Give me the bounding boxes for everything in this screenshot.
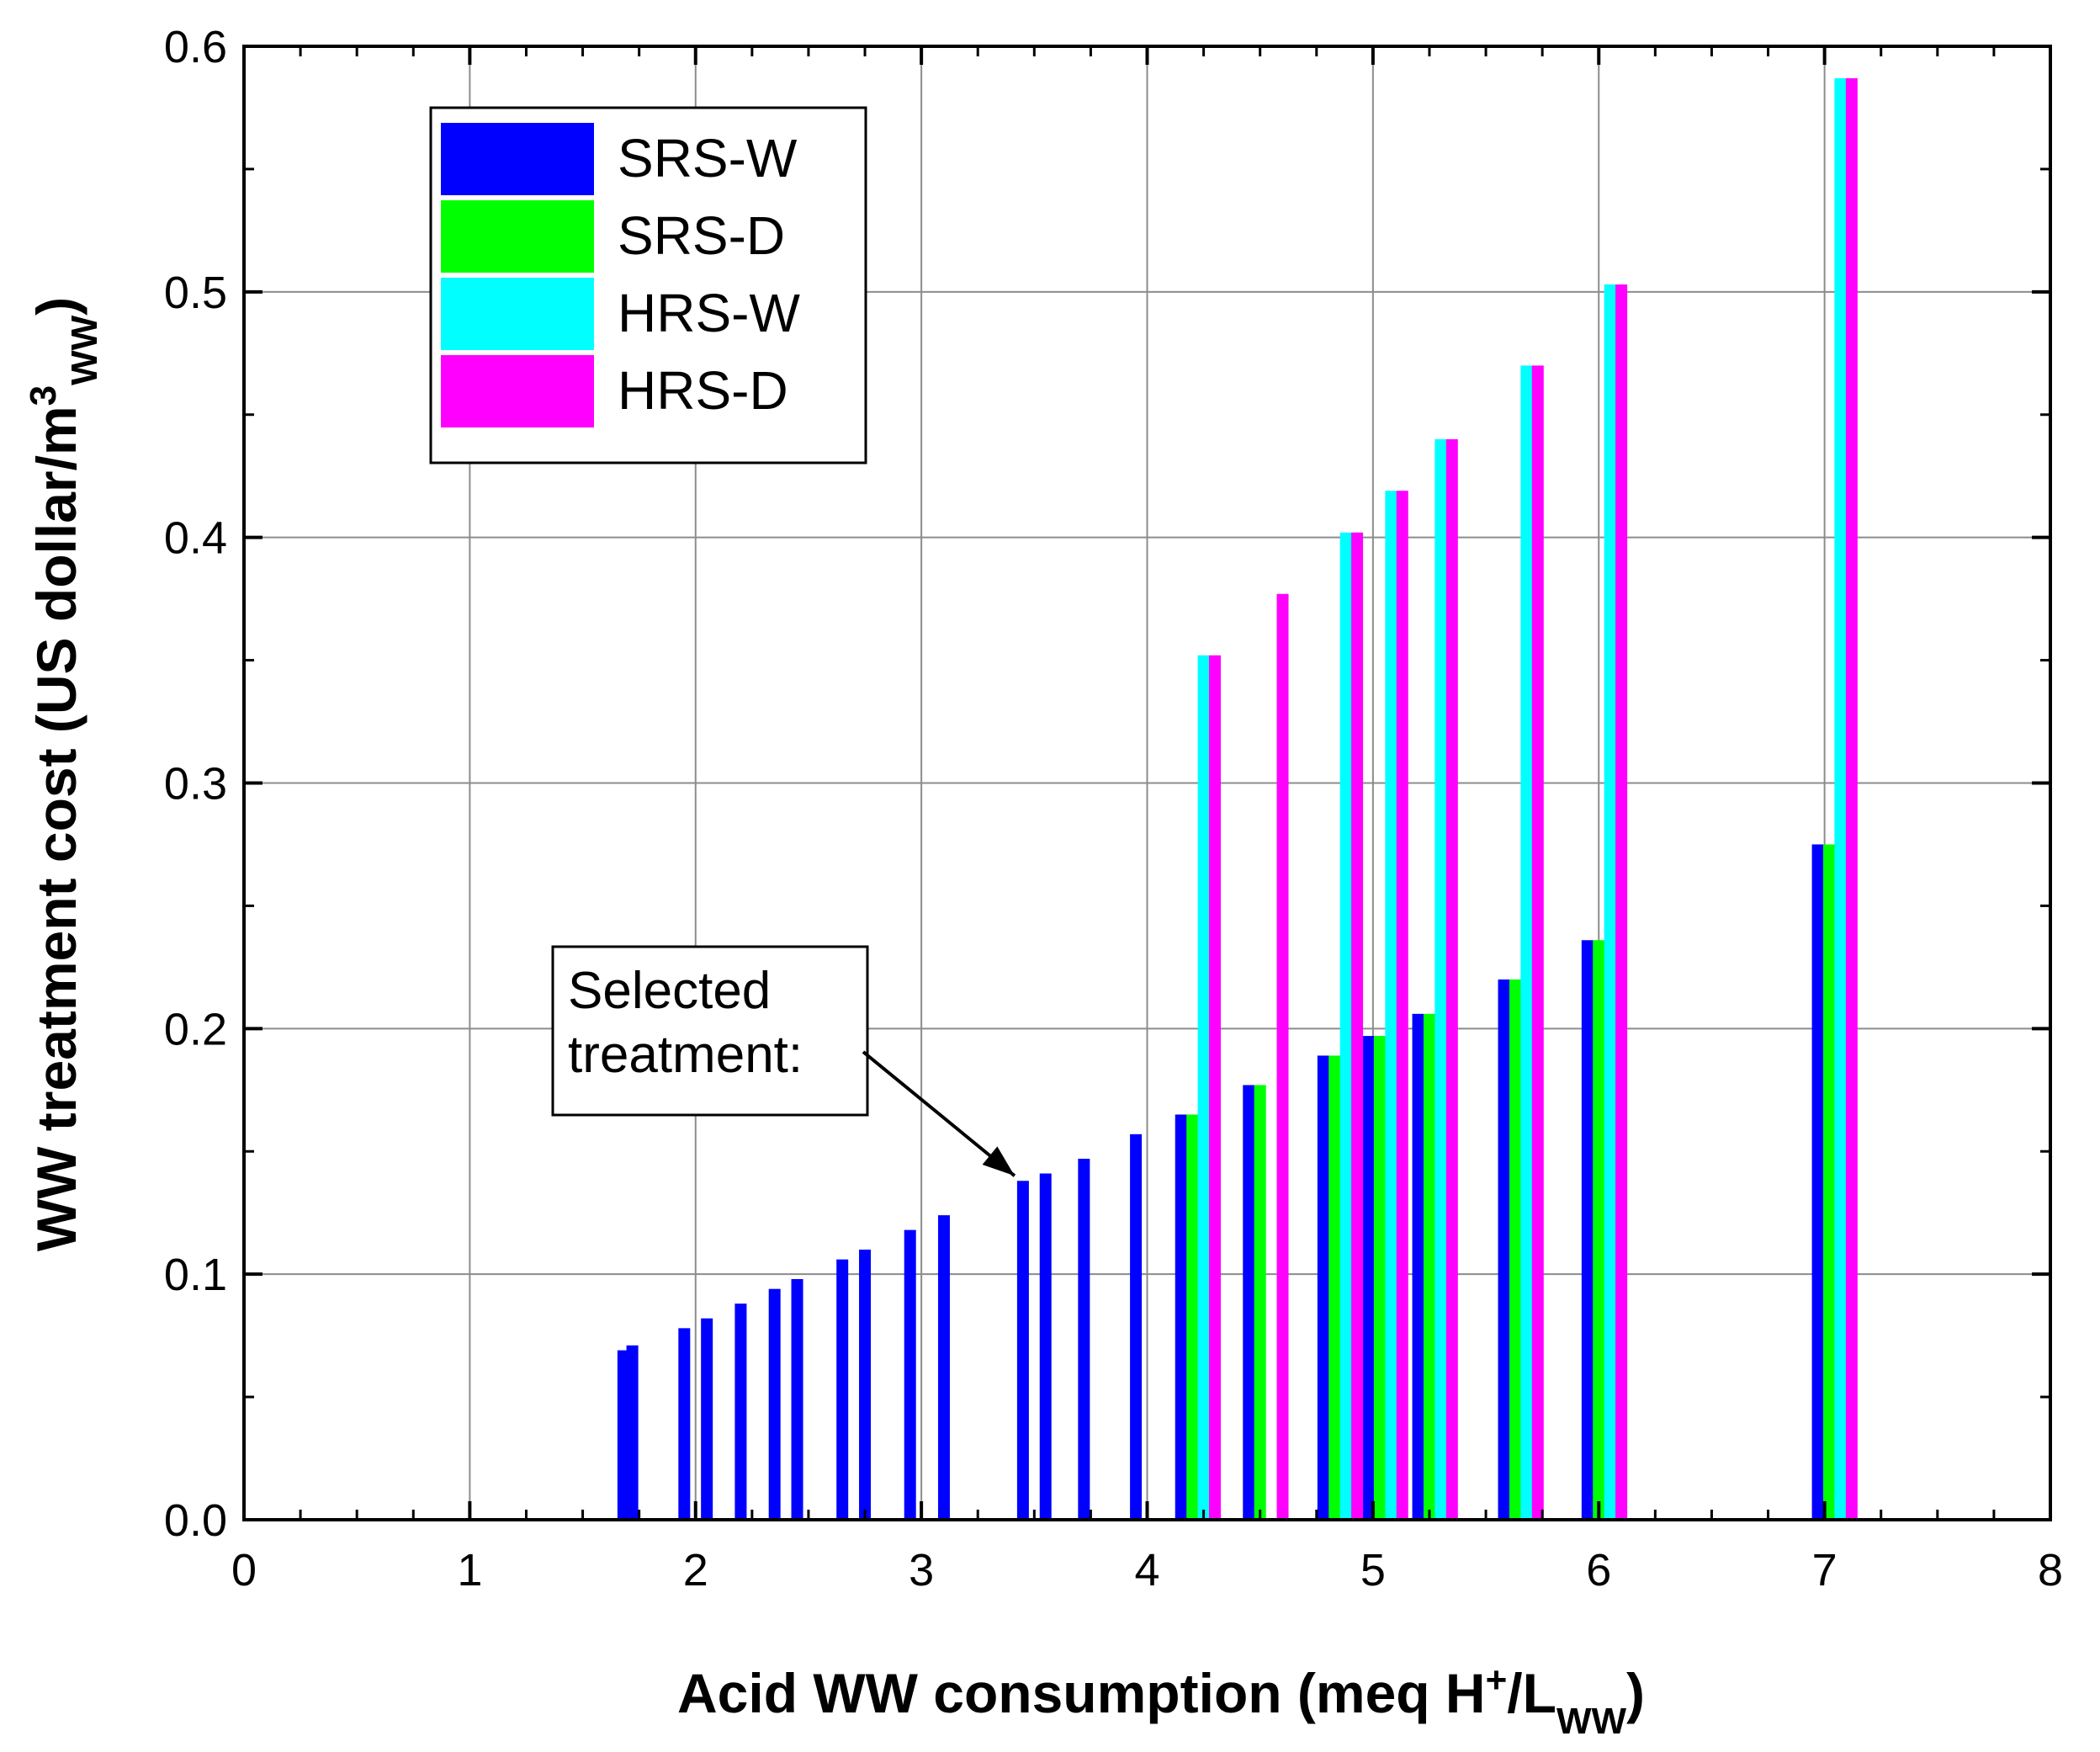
bar-srs-w xyxy=(1498,979,1510,1520)
legend-swatch-hrs-d xyxy=(441,355,594,427)
bar-hrs-w xyxy=(1434,438,1447,1520)
y-tick-label: 0.2 xyxy=(164,1004,227,1054)
bar-srs-w xyxy=(1811,844,1824,1520)
annotation-text: Selected xyxy=(568,962,771,1020)
legend-label-hrs-w: HRS-W xyxy=(618,283,800,343)
bar-srs-w xyxy=(701,1318,713,1520)
x-tick-label: 1 xyxy=(457,1545,482,1595)
bar-hrs-d xyxy=(1445,438,1458,1520)
bar-srs-w xyxy=(1581,940,1594,1520)
annotation-arrow-head xyxy=(982,1146,1015,1176)
bar-srs-w xyxy=(1412,1013,1424,1520)
bar-hrs-w xyxy=(1385,491,1397,1521)
bar-srs-w xyxy=(1016,1181,1029,1520)
x-tick-label: 8 xyxy=(2038,1545,2063,1595)
bar-srs-w xyxy=(904,1229,916,1520)
bar-srs-w xyxy=(1175,1114,1187,1520)
bar-srs-w xyxy=(1317,1055,1329,1520)
bar-srs-d xyxy=(1593,940,1605,1520)
x-tick-label: 2 xyxy=(683,1545,708,1595)
annotation-text: treatment: xyxy=(568,1026,803,1084)
bar-hrs-d xyxy=(1531,365,1544,1521)
bar-srs-w xyxy=(1362,1036,1375,1520)
y-axis-title: WW treatment cost (US dollar/m3WW) xyxy=(23,297,105,1251)
x-axis-title: Acid WW consumption (meq H+/LWW) xyxy=(677,1659,1645,1742)
bar-srs-w xyxy=(1243,1085,1255,1520)
y-tick-label: 0.5 xyxy=(164,268,227,318)
x-tick-labels: 0 1 2 3 4 5 6 7 8 xyxy=(231,1545,2063,1595)
bar-hrs-w xyxy=(1339,532,1352,1520)
bar-srs-d xyxy=(1186,1114,1199,1520)
y-tick-label: 0.3 xyxy=(164,759,227,810)
bar-srs-w xyxy=(937,1215,950,1520)
y-tick-label: 0.0 xyxy=(164,1495,227,1546)
legend-label-srs-d: SRS-D xyxy=(618,205,785,266)
bar-srs-d xyxy=(1328,1055,1341,1520)
y-tick-labels: 0.0 0.1 0.2 0.3 0.4 0.5 0.6 xyxy=(164,22,227,1546)
bar-srs-d xyxy=(1822,844,1835,1520)
bar-hrs-d xyxy=(1845,77,1858,1520)
bar-srs-d xyxy=(1423,1013,1435,1520)
legend-swatch-hrs-w xyxy=(441,278,594,350)
bar-srs-w xyxy=(768,1288,781,1520)
bar-srs-w xyxy=(791,1279,803,1520)
y-tick-label: 0.1 xyxy=(164,1250,227,1300)
bar-hrs-d xyxy=(1276,593,1289,1520)
bar-srs-d xyxy=(1509,979,1521,1520)
bar-srs-d xyxy=(1373,1036,1386,1520)
x-tick-label: 3 xyxy=(909,1545,934,1595)
bar-hrs-w xyxy=(1604,284,1616,1520)
bar-srs-w xyxy=(617,1350,629,1520)
bar-srs-w xyxy=(1130,1133,1143,1520)
bar-srs-w xyxy=(1039,1173,1052,1520)
bar-hrs-w xyxy=(1197,655,1210,1521)
bar-srs-w xyxy=(836,1259,849,1520)
legend-label-srs-w: SRS-W xyxy=(618,128,798,188)
x-tick-label: 5 xyxy=(1360,1545,1386,1595)
legend-swatch-srs-d xyxy=(441,200,594,273)
bar-hrs-w xyxy=(1520,365,1533,1521)
bar-hrs-d xyxy=(1615,284,1628,1520)
x-tick-label: 0 xyxy=(231,1545,257,1595)
y-tick-label: 0.6 xyxy=(164,22,227,72)
annotation-arrow-line xyxy=(862,1050,1016,1177)
x-tick-label: 7 xyxy=(1812,1545,1838,1595)
bar-srs-w xyxy=(859,1249,872,1520)
bar-hrs-d xyxy=(1351,532,1364,1520)
bar-srs-w xyxy=(626,1345,639,1520)
bar-srs-w xyxy=(1078,1159,1090,1520)
annotation: Selected treatment: xyxy=(551,945,1016,1177)
bars xyxy=(617,77,1858,1521)
x-tick-label: 6 xyxy=(1586,1545,1611,1595)
bar-srs-d xyxy=(1254,1085,1266,1520)
axis-ticks xyxy=(242,45,2052,1521)
bar-hrs-d xyxy=(1209,655,1222,1521)
bar-srs-w xyxy=(734,1303,747,1520)
annotation-box xyxy=(551,945,869,1117)
bar-hrs-d xyxy=(1396,491,1408,1521)
legend-swatch-srs-w xyxy=(441,123,594,195)
x-tick-label: 4 xyxy=(1134,1545,1159,1595)
bar-hrs-w xyxy=(1834,77,1847,1520)
legend-label-hrs-d: HRS-D xyxy=(618,360,788,421)
bar-srs-w xyxy=(678,1328,691,1520)
y-tick-label: 0.4 xyxy=(164,513,227,564)
legend: SRS-W SRS-D HRS-W HRS-D xyxy=(429,106,867,465)
